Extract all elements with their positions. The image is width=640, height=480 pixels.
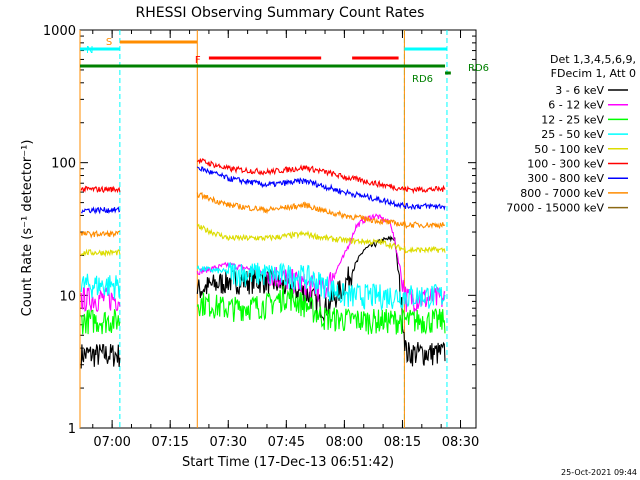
legend-label: 25 - 50 keV — [541, 128, 604, 141]
flag-label: RD6 — [468, 63, 489, 74]
series-line — [80, 262, 446, 311]
x-tick-label: 08:00 — [326, 435, 363, 450]
series-line — [80, 191, 446, 239]
y-tick-label: 1000 — [43, 24, 76, 39]
y-axis-label: Count Rate (s⁻¹ detector⁻¹) — [20, 140, 35, 317]
flag-label: RD6 — [412, 74, 433, 85]
x-tick-label: 07:15 — [151, 435, 188, 450]
series-line — [80, 166, 446, 215]
generated-timestamp: 25-Oct-2021 09:44 — [561, 468, 637, 477]
legend-label: 800 - 7000 keV — [520, 187, 604, 200]
chart-title: RHESSI Observing Summary Count Rates — [136, 5, 425, 21]
x-tick-label: 08:15 — [384, 435, 421, 450]
y-tick-label: 10 — [59, 289, 76, 304]
flag-label: N — [86, 45, 93, 56]
x-tick-label: 07:30 — [210, 435, 247, 450]
legend-label: 50 - 100 keV — [534, 143, 604, 156]
x-tick-label: 08:30 — [442, 435, 479, 450]
legend-header-line-2: FDecim 1, Att 0 — [551, 67, 636, 80]
legend-header-line-1: Det 1,3,4,5,6,9, — [550, 53, 636, 66]
x-tick-label: 07:45 — [268, 435, 305, 450]
legend-label: 300 - 800 keV — [527, 172, 604, 185]
legend-label: 12 - 25 keV — [541, 113, 604, 126]
y-tick-label: 100 — [51, 157, 76, 172]
flag-label: S — [106, 37, 112, 48]
legend-label: 100 - 300 keV — [527, 158, 604, 171]
y-tick-label: 1 — [68, 422, 76, 437]
legend-label: 6 - 12 keV — [548, 99, 604, 112]
x-axis-label: Start Time (17-Dec-13 06:51:42) — [182, 455, 394, 470]
x-tick-label: 07:00 — [93, 435, 130, 450]
plot-area: 1 10 100 1000 07:00 07:15 07:30 07:45 08:00 08:15… — [43, 24, 489, 450]
flag-label: F — [195, 55, 201, 66]
series-line — [80, 158, 446, 195]
legend-label: 3 - 6 keV — [555, 84, 604, 97]
series-line — [80, 285, 446, 335]
series-line — [80, 223, 446, 258]
legend-label: 7000 - 15000 keV — [506, 202, 604, 215]
